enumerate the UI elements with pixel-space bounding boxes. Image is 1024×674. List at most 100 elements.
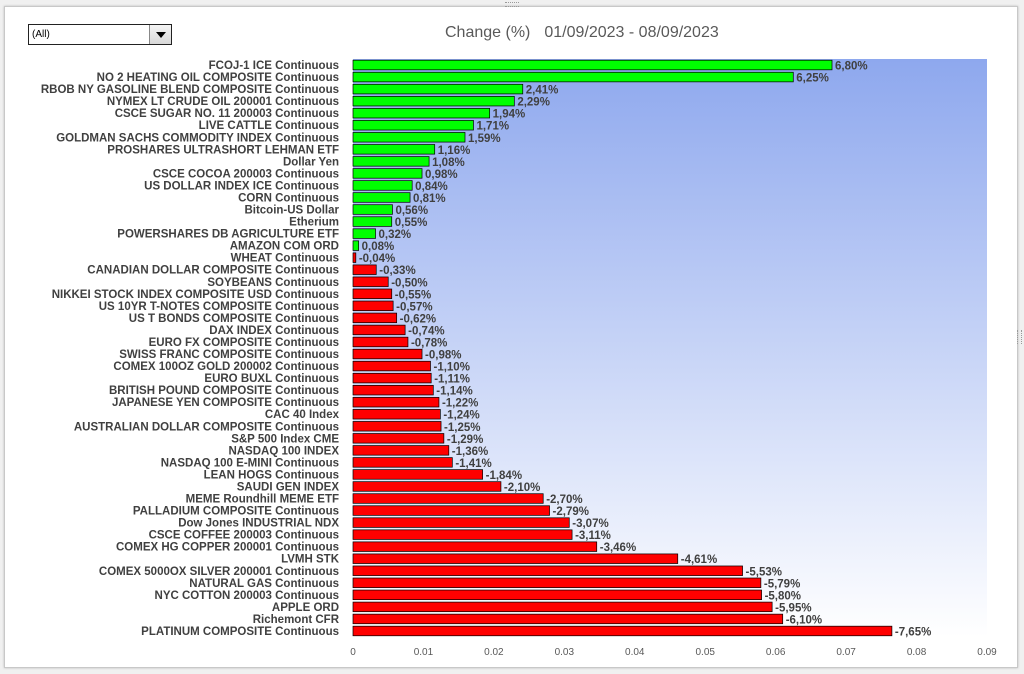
data-label: 0,81% [413, 193, 446, 205]
data-label: -1,84% [486, 470, 522, 482]
bar [352, 180, 413, 191]
data-label: -1,10% [433, 362, 469, 374]
category-label: AUSTRALIAN DOLLAR COMPOSITE Continuous [74, 421, 339, 433]
category-label: SOYBEANS Continuous [207, 277, 339, 289]
data-label: 6,25% [796, 73, 829, 85]
category-label: CSCE SUGAR NO. 11 200003 Continuous [115, 108, 339, 120]
bar [352, 144, 436, 155]
bar [352, 252, 357, 263]
bar [352, 324, 406, 336]
data-label: -5,95% [775, 602, 811, 614]
bar [352, 409, 441, 420]
data-label: -3,07% [572, 518, 608, 530]
data-label: -1,22% [442, 398, 478, 410]
category-label: POWERSHARES DB AGRICULTURE ETF [117, 229, 339, 241]
data-label: 0,84% [415, 181, 448, 193]
category-label: CSCE COFFEE 200003 Continuous [149, 530, 339, 542]
category-label: NASDAQ 100 E-MINI Continuous [161, 457, 339, 469]
data-label: -0,04% [359, 253, 395, 265]
data-label: -0,50% [391, 277, 427, 289]
data-label: 0,55% [395, 217, 428, 229]
category-label: Etherium [289, 217, 339, 229]
bar [352, 553, 679, 564]
data-label: 0,98% [425, 169, 458, 181]
chart-title-date-range: 01/09/2023 - 08/09/2023 [544, 24, 719, 41]
category-label: Bitcoin-US Dollar [244, 205, 339, 217]
data-label: -1,36% [452, 446, 488, 458]
data-label: -5,53% [746, 566, 782, 578]
bar [352, 469, 483, 480]
category-label: PALLADIUM COMPOSITE Continuous [133, 506, 339, 518]
category-label: FCOJ-1 ICE Continuous [209, 60, 339, 72]
category-label: JAPANESE YEN COMPOSITE Continuous [112, 397, 339, 409]
category-label: SAUDI GEN INDEX [237, 481, 340, 493]
dropdown-button[interactable] [149, 25, 171, 44]
data-label: 2,29% [517, 97, 550, 109]
x-tick-label: 0.07 [836, 647, 856, 658]
data-label: -2,70% [546, 494, 582, 506]
resize-handle-right[interactable] [1017, 330, 1022, 344]
bar [352, 95, 515, 107]
category-label: Dow Jones INDUSTRIAL NDX [178, 518, 339, 530]
bar [352, 541, 598, 552]
bar [352, 59, 833, 71]
bar [352, 372, 432, 384]
bar [352, 228, 376, 239]
x-tick-label: 0.04 [625, 647, 645, 658]
bar [352, 445, 450, 456]
data-label: 1,16% [438, 145, 471, 157]
category-label: COMEX 100OZ GOLD 200002 Continuous [113, 361, 339, 373]
category-label: US 10YR T-NOTES COMPOSITE Continuous [99, 301, 339, 313]
data-label: -0,78% [411, 337, 447, 349]
bar [352, 360, 431, 372]
category-label: S&P 500 Index CME [231, 433, 339, 445]
bar [352, 71, 794, 83]
category-label: CORN Continuous [238, 192, 339, 204]
category-label: US DOLLAR INDEX ICE Continuous [144, 180, 339, 192]
bar [352, 589, 762, 601]
category-label: SWISS FRANC COMPOSITE Continuous [119, 349, 339, 361]
data-label: -5,79% [764, 578, 800, 590]
data-label: -0,57% [396, 301, 432, 313]
data-label: -1,24% [443, 410, 479, 422]
resize-handle-top[interactable] [505, 2, 519, 7]
data-label: 0,32% [379, 229, 412, 241]
plot-area [353, 59, 987, 637]
bar [352, 264, 377, 275]
x-tick-label: 0.03 [555, 647, 575, 658]
bar [352, 397, 440, 408]
category-label: GOLDMAN SACHS COMMODITY INDEX Continuous [56, 132, 339, 144]
bar [352, 216, 393, 227]
data-label: -1,29% [447, 434, 483, 446]
bar [352, 348, 423, 360]
category-label: APPLE ORD [272, 602, 339, 614]
bar [352, 421, 442, 432]
category-label: NASDAQ 100 INDEX [228, 445, 339, 457]
category-label: COMEX HG COPPER 200001 Continuous [116, 542, 339, 554]
category-label: BRITISH POUND COMPOSITE Continuous [109, 385, 339, 397]
bar [352, 481, 502, 492]
x-tick-label: 0.02 [484, 647, 504, 658]
bar [352, 625, 893, 637]
filter-dropdown[interactable]: (All) [28, 24, 172, 45]
bar [352, 613, 784, 625]
bar [352, 529, 573, 540]
bar [352, 192, 411, 203]
data-label: -2,79% [553, 506, 589, 518]
data-label: -7,65% [895, 626, 931, 638]
data-label: 1,59% [468, 133, 501, 145]
category-label: NYMEX LT CRUDE OIL 200001 Continuous [107, 96, 339, 108]
bar [352, 433, 445, 444]
data-label: -1,41% [455, 458, 491, 470]
bar [352, 312, 398, 324]
data-label: -2,10% [504, 482, 540, 494]
category-label: MEME Roundhill MEME ETF [186, 494, 339, 506]
category-label: LVMH STK [281, 554, 340, 566]
bar [352, 517, 570, 528]
data-label: -0,62% [400, 313, 436, 325]
category-label: AMAZON COM ORD [230, 241, 339, 253]
data-label: 1,94% [493, 109, 526, 121]
data-label: -1,25% [444, 422, 480, 434]
x-tick-label: 0 [350, 647, 356, 658]
